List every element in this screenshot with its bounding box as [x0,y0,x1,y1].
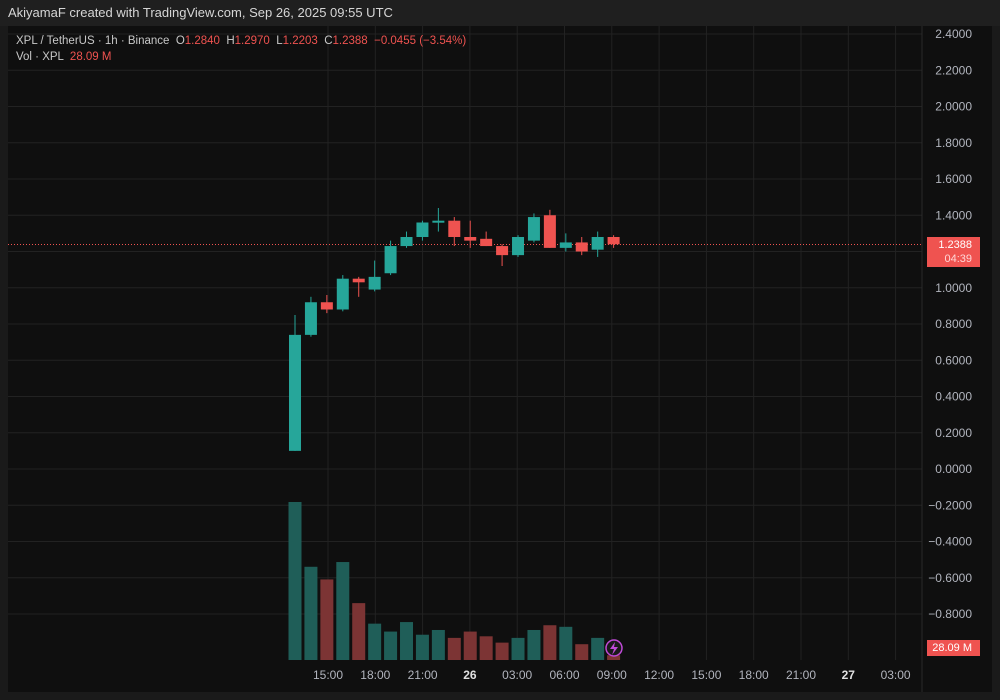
volume-bar [495,642,509,660]
high-value: 1.2970 [234,35,270,47]
candle-body [543,215,556,248]
volume-value: 28.09 M [69,51,112,63]
volume-bar [320,579,334,660]
candle-body [496,246,509,256]
x-tick-label: 09:00 [597,668,627,682]
volume-bar [384,631,398,660]
y-tick-label: 2.2000 [935,63,972,77]
candle-body [400,237,413,247]
y-tick-label: 0.2000 [935,426,972,440]
x-tick-label: 18:00 [360,668,390,682]
x-tick-label: 21:00 [786,668,816,682]
last-price-badge: 1.2388 04:39 [927,237,980,267]
volume-bar [463,631,477,660]
x-tick-label: 15:00 [691,668,721,682]
y-tick-label: 1.4000 [935,208,972,222]
y-tick-label: 0.6000 [935,353,972,367]
volume-bar [352,603,366,660]
volume-bar [607,655,621,660]
x-tick-label: 21:00 [408,668,438,682]
open-value: 1.2840 [184,35,220,47]
volume-bar [288,502,302,660]
chart-legend: XPL / TetherUS · 1h · Binance O1.2840 H1… [16,33,466,65]
y-tick-label: 2.4000 [935,27,972,41]
close-value: 1.2388 [332,35,368,47]
x-tick-label: 15:00 [313,668,343,682]
chart-frame [8,26,992,692]
x-tick-label: 27 [842,668,856,682]
volume-bar [511,637,525,660]
candle-body [527,217,540,241]
lightning-icon [605,639,623,657]
volume-bar [479,636,493,660]
candle-body [336,278,349,310]
candle-body [591,237,604,250]
x-tick-label: 03:00 [881,668,911,682]
candle-body [575,242,588,252]
volume-bar [575,644,589,660]
y-tick-label: 0.8000 [935,317,972,331]
candle-body [352,278,365,283]
volume-badge: 28.09 M [927,640,980,656]
open-label: O [175,35,185,47]
last-price-value: 1.2388 [938,239,972,251]
candle-body [448,220,461,237]
ohlc-row: XPL / TetherUS · 1h · Binance O1.2840 H1… [16,33,466,49]
volume-bar [400,622,414,660]
change-value: −0.0455 (−3.54%) [374,35,467,47]
candle-body [368,276,381,290]
chart-credit-text: AkiyamaF created with TradingView.com, S… [8,5,393,20]
y-tick-label: −0.2000 [928,498,972,512]
y-tick-label: 2.0000 [935,100,972,114]
volume-bar [543,625,557,660]
candle-body [480,238,493,247]
volume-bar [304,566,318,660]
y-tick-label: −0.8000 [928,607,972,621]
candle-body [432,220,445,223]
volume-bar [591,637,605,660]
y-tick-label: 1.8000 [935,136,972,150]
bar-countdown: 04:39 [944,253,972,265]
symbol-label[interactable]: XPL / TetherUS · 1h · Binance [16,35,170,47]
x-tick-label: 18:00 [739,668,769,682]
y-tick-label: 0.4000 [935,390,972,404]
volume-label[interactable]: Vol · XPL [16,51,64,63]
y-tick-label: 0.0000 [935,462,972,476]
candle-body [304,302,317,335]
candle-body [416,222,429,237]
volume-row: Vol · XPL 28.09 M [16,49,466,65]
low-value: 1.2203 [282,35,318,47]
x-tick-label: 03:00 [502,668,532,682]
candle-body [512,237,525,256]
y-tick-label: 1.0000 [935,281,972,295]
y-tick-label: −0.6000 [928,571,972,585]
volume-bar [336,562,350,660]
close-label: C [324,35,333,47]
y-tick-label: −0.4000 [928,535,972,549]
volume-bar [527,629,541,660]
candle-body [384,246,397,274]
x-tick-label: 06:00 [549,668,579,682]
volume-bar [431,629,445,660]
volume-bar [368,623,382,660]
low-label: L [276,35,283,47]
candle-body [464,237,477,241]
high-label: H [226,35,235,47]
x-tick-label: 12:00 [644,668,674,682]
candle-body [289,334,301,451]
x-tick-label: 26 [463,668,477,682]
y-tick-label: 1.6000 [935,172,972,186]
candle-body [559,242,572,248]
candle-body [607,237,620,245]
chart-credit-bar: AkiyamaF created with TradingView.com, S… [0,0,1000,26]
volume-bar [447,637,461,660]
candle-body [320,302,333,310]
volume-bar [559,626,573,660]
volume-bar [415,634,429,660]
